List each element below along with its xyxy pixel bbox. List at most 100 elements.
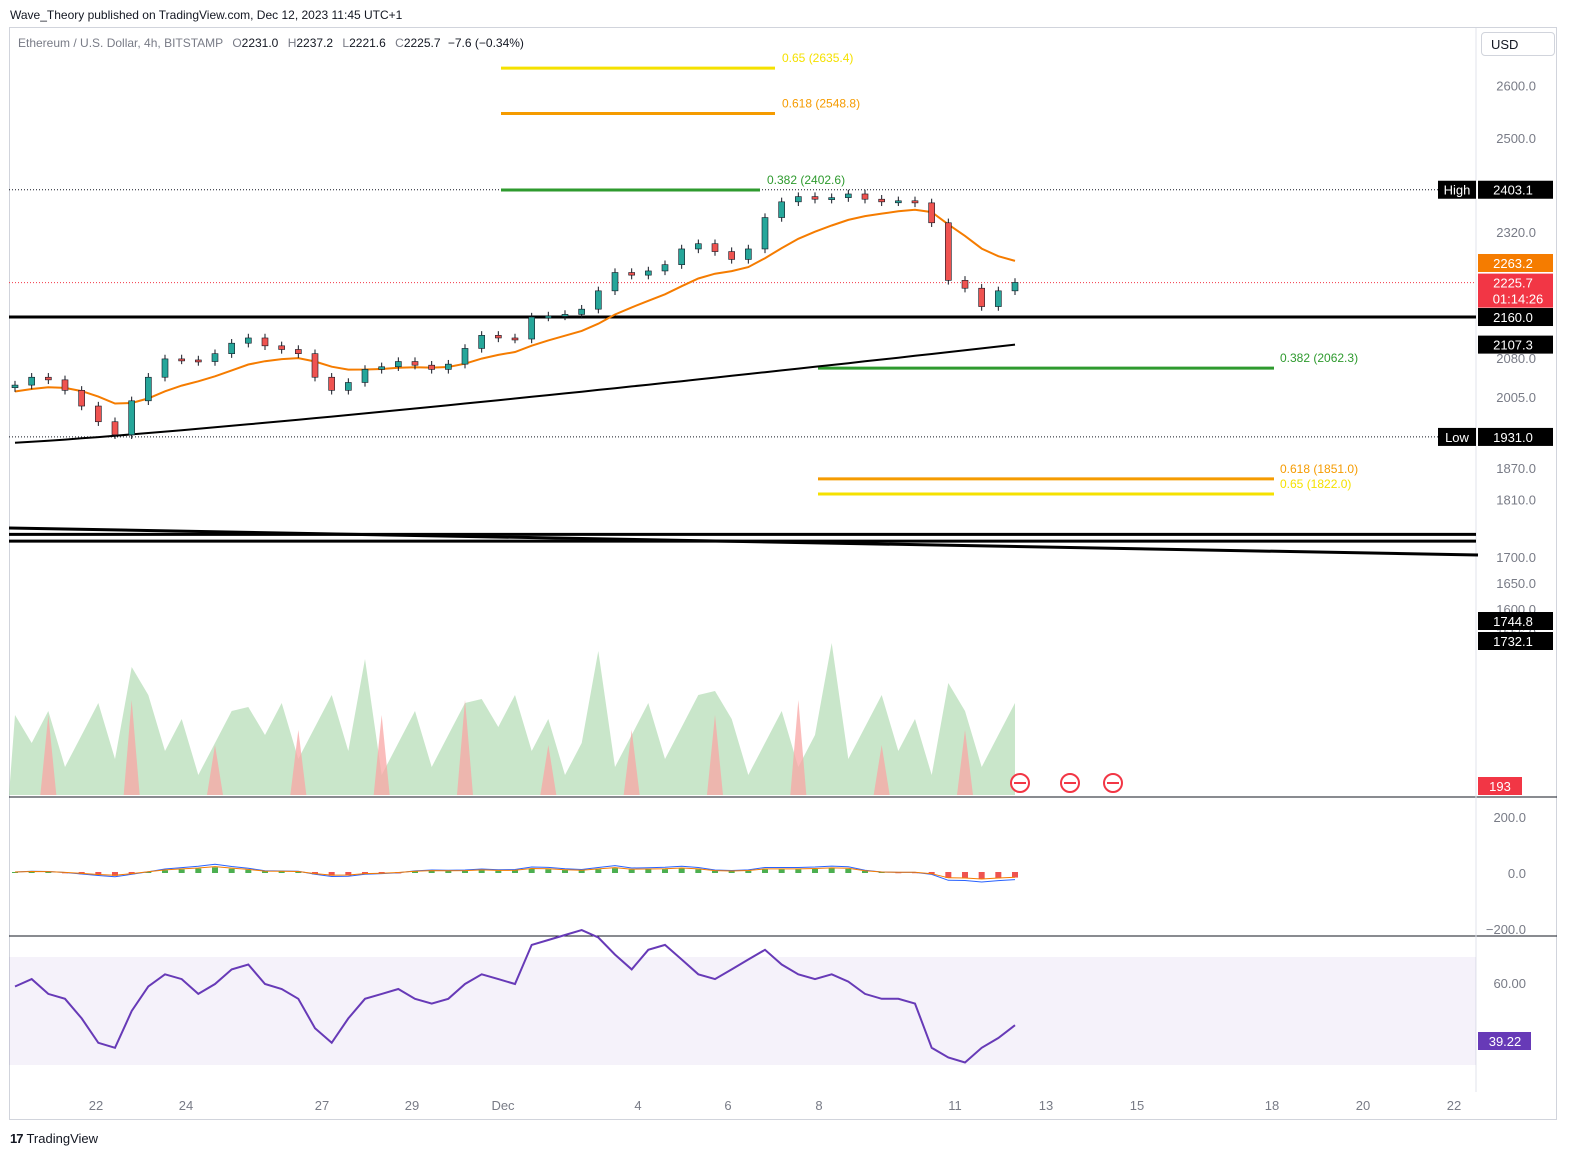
close-label: C	[395, 36, 404, 50]
candle-body	[911, 200, 919, 204]
sma-200-line	[14, 343, 1016, 444]
volume-sell-area	[123, 700, 140, 795]
candle-body	[861, 193, 869, 200]
candle-body	[245, 337, 252, 344]
candle-body	[111, 421, 119, 436]
candle-body	[561, 314, 569, 317]
rsi-line	[14, 929, 1016, 1064]
price-axis-tick: 1810.0	[1496, 492, 1536, 507]
volume-sell-area	[957, 730, 973, 795]
candle-body	[295, 349, 302, 354]
macd-histogram-bar	[412, 871, 418, 873]
macd-histogram-bar	[462, 870, 468, 873]
macd-histogram-bar	[112, 872, 118, 876]
macd-histogram-bar	[678, 868, 685, 873]
candle-body	[961, 280, 969, 289]
macd-histogram-bar	[745, 870, 752, 873]
volume-sell-area	[540, 745, 557, 795]
volume-sell-area	[457, 700, 473, 795]
candle-body	[945, 222, 952, 281]
macd-histogram-bar	[795, 869, 802, 873]
candle-body	[311, 353, 319, 378]
candle-body	[395, 361, 402, 368]
macd-histogram-bar	[278, 871, 285, 873]
candle-body	[828, 197, 835, 200]
candle-body	[228, 342, 235, 354]
macd-histogram-bar	[645, 869, 652, 873]
candle-body	[461, 348, 469, 365]
tradingview-mark-icon: 17	[10, 1131, 24, 1146]
price-tag-bg	[1478, 612, 1553, 630]
macd-signal-line	[14, 866, 1016, 880]
macd-histogram-bar	[28, 871, 35, 873]
fib-level-label: 0.618 (2548.8)	[782, 96, 860, 110]
fib-level-label: 0.65 (2635.4)	[782, 51, 853, 65]
candle-body	[928, 202, 935, 224]
macd-histogram-bar	[878, 872, 885, 873]
macd-histogram-bar	[195, 868, 202, 873]
rsi-value-tag-bg	[1478, 1032, 1531, 1050]
candle-body	[428, 364, 435, 370]
tradingview-logo[interactable]: 17 TradingView	[10, 1131, 98, 1146]
macd-histogram-bar	[595, 869, 602, 873]
macd-histogram-bar	[828, 868, 835, 873]
macd-histogram-bar	[712, 870, 718, 873]
price-tag-countdown: 01:14:26	[1493, 292, 1544, 307]
candle-body	[795, 196, 802, 203]
volume-sell-area	[707, 715, 723, 795]
macd-histogram-bar	[628, 869, 635, 873]
open-value: 2231.0	[241, 36, 279, 50]
chart-frame	[9, 27, 1557, 1120]
price-axis-tick: 2600.0	[1496, 79, 1536, 94]
candle-body	[261, 337, 269, 347]
price-tag-label: High	[1444, 183, 1471, 198]
macd-histogram-bar	[945, 872, 952, 878]
candle-body	[678, 248, 685, 265]
fib-level-label: 0.618 (1851.0)	[1280, 462, 1358, 476]
price-axis-tick: 2080.0	[1496, 351, 1536, 366]
candle-body	[761, 217, 769, 250]
candle-body	[661, 264, 669, 272]
open-label: O	[232, 36, 242, 50]
macd-histogram-bar	[428, 870, 435, 873]
candle-body	[78, 390, 85, 407]
symbol-title[interactable]: Ethereum / U.S. Dollar, 4h, BITSTAMP	[18, 36, 223, 50]
macd-histogram-bar	[962, 872, 968, 879]
macd-histogram-bar	[995, 872, 1002, 879]
price-tag-value: 2160.0	[1493, 310, 1533, 325]
time-axis-tick: 18	[1265, 1098, 1279, 1113]
candle-body	[411, 361, 419, 366]
volume-tag-value: 193	[1489, 779, 1511, 794]
candle-body	[1011, 282, 1019, 292]
low-label: L	[342, 36, 350, 50]
candle-body	[811, 196, 819, 200]
volume-sell-area	[207, 745, 223, 795]
macd-histogram-bar	[245, 869, 252, 873]
candle-body	[628, 272, 635, 276]
candle-body	[728, 251, 735, 260]
macd-histogram-bar	[612, 868, 618, 873]
time-axis-tick: Dec	[491, 1098, 515, 1113]
candle-body	[328, 376, 335, 391]
candle-body	[211, 353, 219, 362]
macd-histogram-bar	[812, 869, 818, 873]
publish-credit: Wave_Theory published on TradingView.com…	[10, 8, 403, 22]
candle-body	[711, 243, 719, 252]
candle-body	[695, 243, 702, 250]
candle-body	[378, 366, 385, 370]
time-axis-tick: 20	[1356, 1098, 1370, 1113]
time-axis-tick: 6	[724, 1098, 731, 1113]
candle-body	[11, 384, 19, 389]
currency-selector[interactable]: USD	[1481, 32, 1555, 56]
time-axis-tick: 27	[315, 1098, 329, 1113]
macd-histogram-bar	[695, 869, 702, 873]
macd-histogram-bar	[12, 872, 18, 873]
price-axis-tick: 2005.0	[1496, 390, 1536, 405]
macd-axis-tick: 0.0	[1508, 866, 1526, 881]
macd-histogram-bar	[495, 870, 502, 873]
volume-area	[9, 643, 1015, 795]
high-label: H	[287, 36, 297, 50]
macd-histogram-bar	[845, 868, 852, 873]
price-axis-tick: 1650.0	[1496, 576, 1536, 591]
